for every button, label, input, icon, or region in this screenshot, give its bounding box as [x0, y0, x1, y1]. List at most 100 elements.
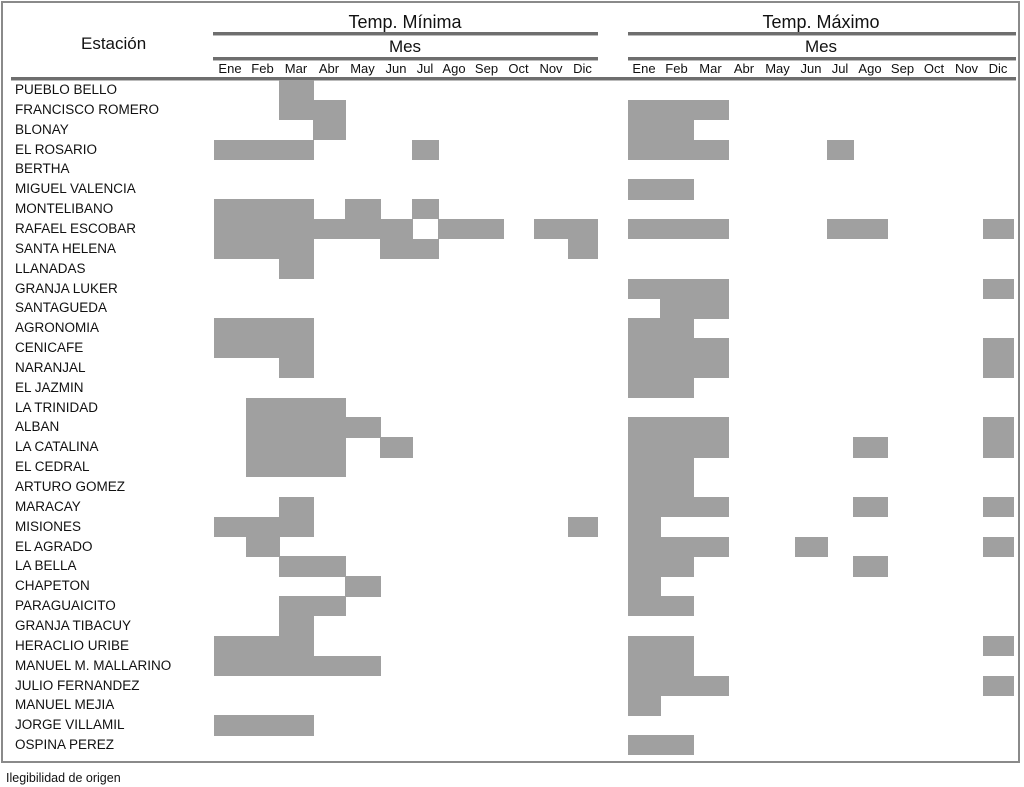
group-title-max: Temp. Máximo: [762, 12, 880, 32]
month-label-min: Mar: [284, 61, 308, 76]
month-label-min: Jul: [416, 61, 434, 76]
divider: [628, 57, 1016, 61]
station-name: CENICAFE: [15, 340, 84, 356]
cell-max-dic: [983, 496, 1014, 518]
cell-max-feb: [660, 556, 694, 577]
cell-max-ene: [628, 516, 661, 538]
cell-min-mar: [279, 199, 314, 220]
cell-max-feb: [660, 179, 694, 200]
month-label-max: Jul: [831, 61, 849, 76]
cell-max-mar: [693, 437, 729, 458]
cell-max-mar: [693, 417, 729, 438]
cell-min-abr: [313, 556, 346, 577]
station-name: OSPINA PEREZ: [15, 737, 115, 753]
station-name: LA CATALINA: [15, 439, 99, 455]
cell-min-abr: [313, 397, 346, 418]
cell-max-ene: [628, 99, 661, 121]
cell-max-ene: [628, 119, 661, 141]
cell-max-feb: [660, 496, 694, 518]
cell-max-feb: [660, 338, 694, 359]
cell-min-ene: [214, 139, 247, 160]
station-name: MANUEL M. MALLARINO: [15, 657, 172, 673]
cell-min-jul: [412, 139, 439, 160]
month-label-max: Ago: [858, 61, 882, 76]
station-name: EL JAZMIN: [15, 379, 84, 395]
cell-min-dic: [568, 516, 598, 538]
station-name: SANTAGUEDA: [15, 300, 108, 316]
cell-min-dic: [568, 218, 598, 240]
cell-min-feb: [246, 199, 280, 220]
cell-max-dic: [983, 417, 1014, 438]
station-name: GRANJA TIBACUY: [15, 617, 132, 633]
station-name: LA TRINIDAD: [15, 399, 99, 415]
cell-max-feb: [660, 437, 694, 458]
month-label-min: Feb: [251, 61, 274, 76]
cell-min-feb: [246, 218, 280, 240]
cell-min-feb: [246, 238, 280, 260]
cell-min-mar: [279, 615, 314, 637]
station-name: FRANCISCO ROMERO: [15, 101, 160, 117]
cell-max-feb: [660, 675, 694, 696]
cell-min-dic: [568, 238, 598, 260]
cell-max-feb: [660, 318, 694, 339]
station-name: LLANADAS: [15, 260, 86, 276]
cell-min-ene: [214, 318, 247, 339]
cell-min-mar: [279, 655, 314, 676]
cell-min-abr: [313, 596, 346, 617]
cell-min-mar: [279, 496, 314, 518]
cell-max-ene: [628, 675, 661, 696]
cell-max-ene: [628, 338, 661, 359]
month-label-min: Oct: [508, 61, 529, 76]
cell-max-feb: [660, 655, 694, 676]
cell-min-mar: [279, 80, 314, 101]
station-name: MARACAY: [15, 498, 81, 514]
cell-min-mar: [279, 99, 314, 121]
month-label-min: Sep: [474, 61, 499, 76]
footer-note: Ilegibilidad de origen: [6, 771, 121, 785]
cell-min-mar: [279, 238, 314, 260]
cell-min-mar: [279, 715, 314, 736]
cell-max-dic: [983, 338, 1014, 359]
station-name: PUEBLO BELLO: [15, 82, 118, 97]
cell-max-jul: [827, 139, 854, 160]
cell-min-jun: [380, 437, 413, 458]
month-label-max: Sep: [890, 61, 915, 76]
cell-max-jul: [827, 218, 854, 240]
cell-min-jun: [380, 218, 413, 240]
cell-min-feb: [246, 338, 280, 359]
cell-max-ene: [628, 477, 661, 498]
station-column-header: Estación: [81, 34, 147, 53]
station-name: NARANJAL: [15, 359, 86, 375]
cell-min-mar: [279, 596, 314, 617]
cell-max-mar: [693, 675, 729, 696]
cell-max-ene: [628, 457, 661, 478]
cell-min-feb: [246, 417, 280, 438]
cell-max-ene: [628, 357, 661, 379]
cell-max-feb: [660, 218, 694, 240]
cell-min-sep: [470, 218, 504, 240]
station-name: MISIONES: [15, 518, 82, 534]
divider: [213, 57, 598, 61]
station-name: ARTURO GOMEZ: [15, 479, 126, 494]
cell-max-ago: [853, 218, 888, 240]
cell-min-abr: [313, 99, 346, 121]
cell-min-mar: [279, 357, 314, 379]
station-name: RAFAEL ESCOBAR: [15, 220, 137, 236]
cell-min-abr: [313, 218, 346, 240]
cell-max-feb: [660, 139, 694, 160]
station-name: MIGUEL VALENCIA: [15, 181, 136, 197]
cell-min-may: [345, 218, 381, 240]
cell-max-ene: [628, 139, 661, 160]
cell-max-ene: [628, 735, 661, 756]
station-name: SANTA HELENA: [15, 240, 117, 256]
cell-max-mar: [693, 536, 729, 557]
cell-min-mar: [279, 635, 314, 657]
cell-min-mar: [279, 139, 314, 160]
cell-min-feb: [246, 536, 280, 557]
station-name: PARAGUAICITO: [15, 598, 116, 614]
cell-min-mar: [279, 417, 314, 438]
cell-max-mar: [693, 139, 729, 160]
month-label-max: May: [765, 61, 790, 76]
header-divider: [11, 77, 1016, 81]
